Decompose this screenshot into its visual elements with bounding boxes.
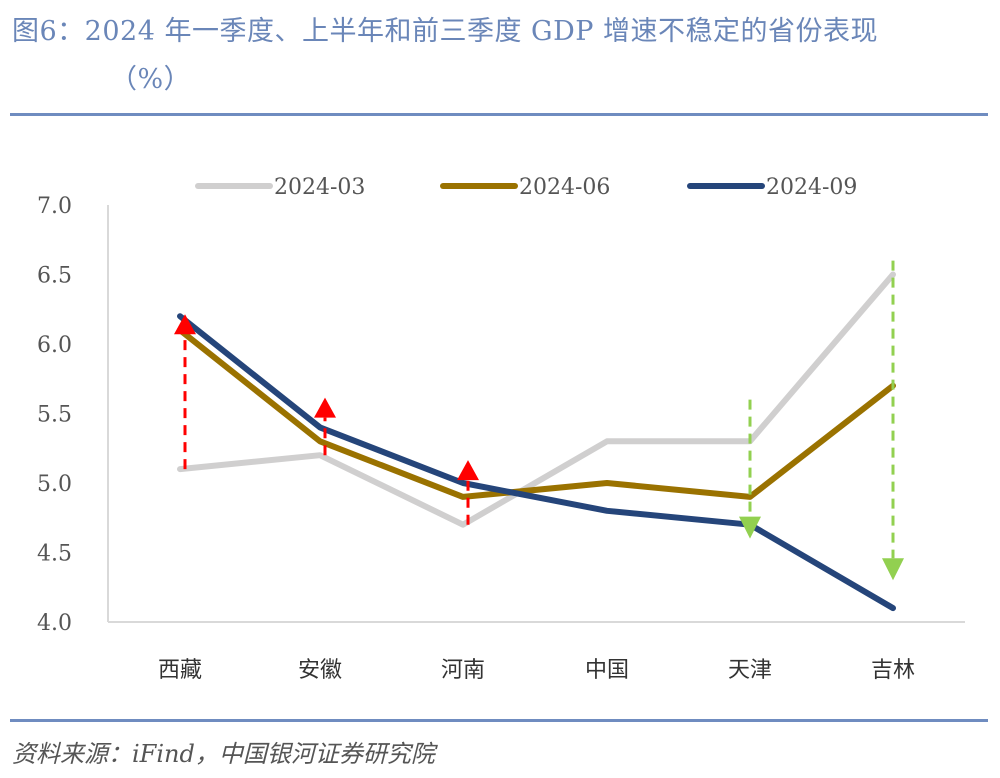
down-arrow-head-icon [739, 516, 761, 539]
y-tick-label: 4.5 [37, 542, 72, 567]
y-tick-label: 5.0 [37, 472, 72, 497]
chart-title: 图6：2024 年一季度、上半年和前三季度 GDP 增速不稳定的省份表现 （%） [12, 8, 997, 104]
up-arrow-head-icon [457, 460, 479, 481]
legend-label-2024-09: 2024-09 [766, 175, 857, 200]
series-line-2024-06 [177, 327, 896, 500]
axes: 4.0 4.5 5.0 5.5 6.0 6.5 7.0 西藏 安徽 河南 中国 天津 吉林 [37, 194, 965, 683]
line-chart: 4.0 4.5 5.0 5.5 6.0 6.5 7.0 西藏 安徽 河南 中国 天津 吉林 2024-0… [37, 175, 965, 683]
legend-label-2024-06: 2024-06 [519, 175, 610, 200]
series-line-2024-03 [177, 271, 896, 528]
annotation-layer [174, 260, 904, 581]
bottom-divider [10, 719, 988, 722]
y-tick-label: 7.0 [37, 194, 72, 219]
x-tick-label: 河南 [441, 658, 485, 683]
y-tick-label: 6.0 [37, 333, 72, 358]
title-line-2: （%） [110, 64, 192, 95]
y-tick-label: 6.5 [37, 264, 72, 289]
legend-label-2024-03: 2024-03 [274, 175, 365, 200]
y-tick-label: 5.5 [37, 403, 72, 428]
down-arrow-head-icon [882, 558, 904, 581]
x-tick-label: 吉林 [871, 658, 915, 683]
x-tick-label: 天津 [728, 658, 772, 683]
top-divider [10, 113, 988, 116]
up-arrow-head-icon [174, 314, 196, 335]
source-note: 资料来源：iFind，中国银河证券研究院 [12, 740, 435, 768]
series-layer [177, 271, 896, 612]
x-tick-label: 中国 [585, 658, 629, 683]
legend: 2024-03 2024-06 2024-09 [195, 175, 857, 200]
y-tick-label: 4.0 [37, 611, 72, 636]
x-tick-label: 安徽 [298, 658, 342, 683]
series-line-2024-09 [177, 313, 896, 612]
up-arrow-head-icon [314, 397, 336, 418]
x-tick-label: 西藏 [158, 658, 202, 683]
title-line-1: 图6：2024 年一季度、上半年和前三季度 GDP 增速不稳定的省份表现 [12, 16, 879, 47]
